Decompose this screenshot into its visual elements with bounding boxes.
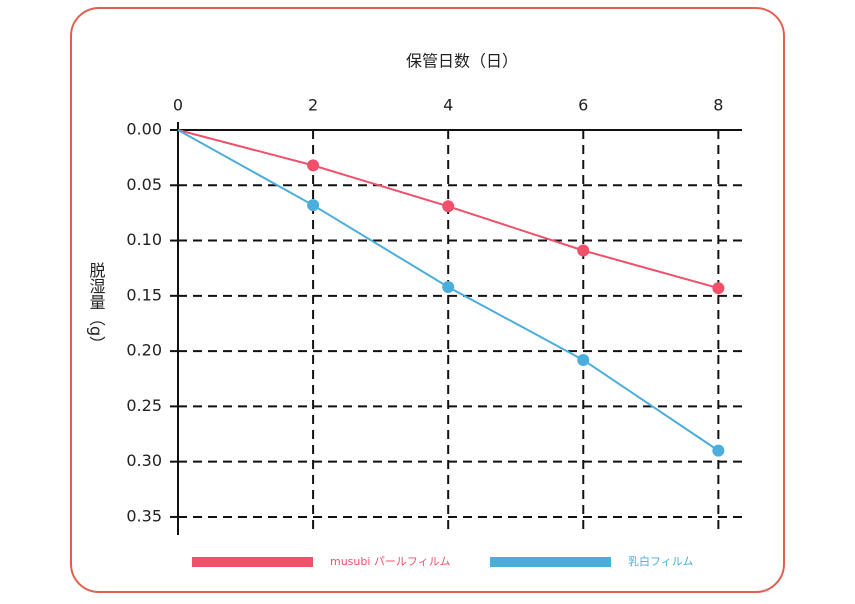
y-tick-label: 0.25 (126, 396, 162, 415)
data-point (442, 200, 455, 213)
y-tick-label: 0.05 (126, 175, 162, 194)
data-point (307, 199, 320, 212)
y-tick-label: 0.20 (126, 341, 162, 360)
y-tick-label: 0.30 (126, 451, 162, 470)
x-axis-title: 保管日数（日） (406, 52, 518, 71)
legend-swatch (192, 557, 313, 567)
data-point (577, 353, 590, 366)
data-point (712, 444, 725, 457)
y-tick-label: 0.10 (126, 230, 162, 249)
x-tick-label: 4 (443, 96, 453, 115)
y-tick-label: 0.35 (126, 506, 162, 525)
data-point (577, 244, 590, 257)
x-tick-label: 8 (713, 96, 723, 115)
y-tick-label: 0.00 (126, 120, 162, 139)
legend-swatch (490, 557, 611, 567)
x-tick-label: 6 (578, 96, 588, 115)
data-point (712, 282, 725, 295)
x-tick-label: 0 (173, 96, 183, 115)
data-point (307, 159, 320, 172)
y-axis-title: 脱湿量（g） (87, 262, 106, 352)
y-tick-label: 0.15 (126, 285, 162, 304)
x-tick-label: 2 (308, 96, 318, 115)
data-point (442, 280, 455, 293)
legend-label: 乳白フィルム (628, 554, 694, 568)
frame (70, 7, 785, 593)
legend-label: musubi パールフィルム (330, 555, 450, 568)
